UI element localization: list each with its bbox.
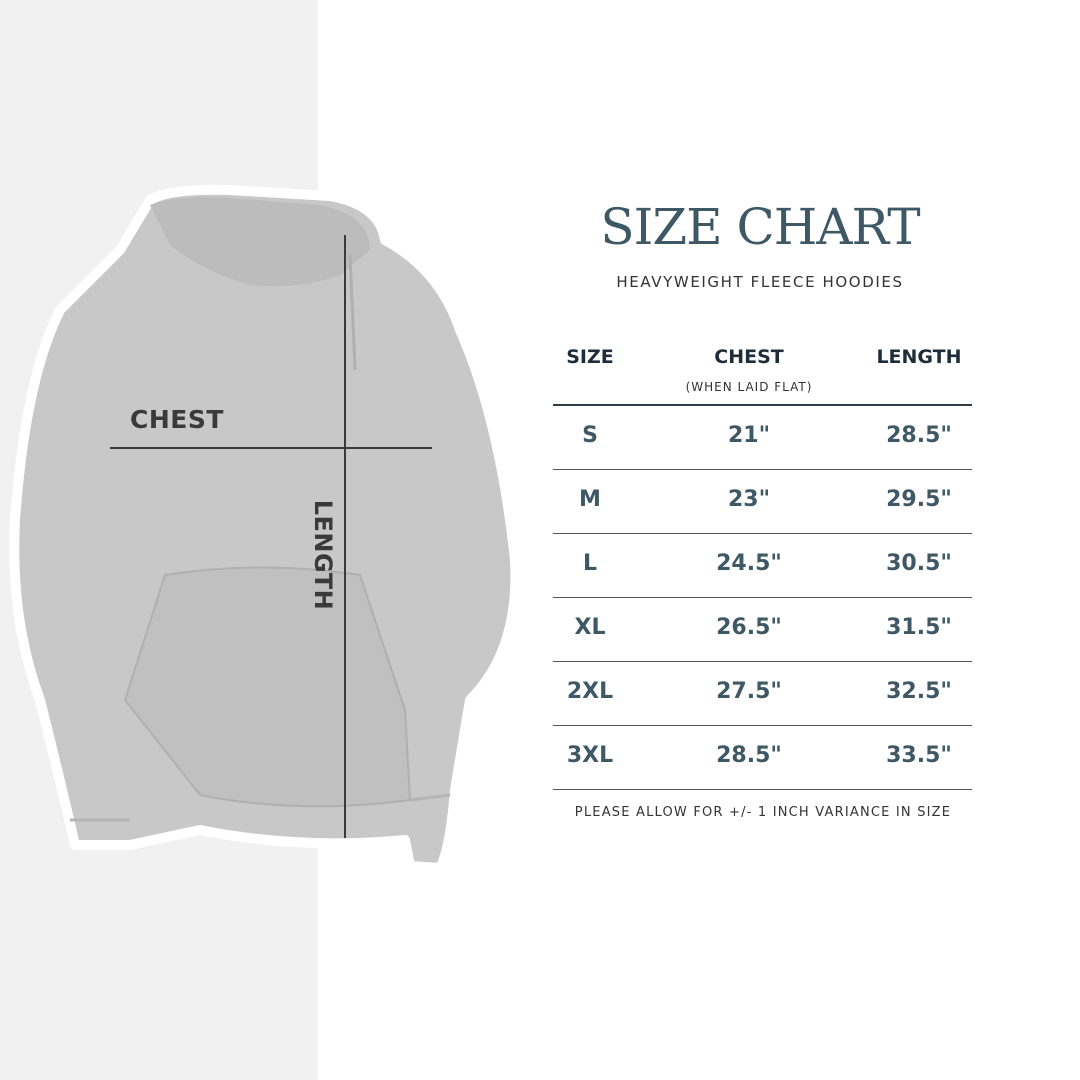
cell-chest: 23" [727, 487, 771, 512]
variance-note: PLEASE ALLOW FOR +/- 1 INCH VARIANCE IN … [574, 805, 952, 820]
chest-label: CHEST [130, 405, 224, 434]
hoodie-image [9, 184, 521, 873]
subtitle: HEAVYWEIGHT FLEECE HOODIES [616, 273, 904, 291]
table-header: SIZE CHEST (WHEN LAID FLAT) LENGTH [553, 340, 972, 406]
cell-chest: 26.5" [716, 615, 782, 640]
cell-size: 3XL [566, 743, 614, 768]
table-row: L 24.5" 30.5" [553, 534, 972, 598]
table-row: M 23" 29.5" [553, 470, 972, 534]
cell-chest: 21" [727, 423, 771, 448]
cell-length: 33.5" [886, 743, 952, 768]
cell-length: 31.5" [886, 615, 952, 640]
header-length: LENGTH [876, 346, 962, 368]
cell-chest: 27.5" [716, 679, 782, 704]
cell-size: XL [574, 615, 606, 640]
cell-length: 32.5" [886, 679, 952, 704]
table-row: 3XL 28.5" 33.5" [553, 726, 972, 790]
cell-size: 2XL [566, 679, 614, 704]
header-chest: CHEST [714, 346, 784, 368]
page-title: SIZE CHART [600, 198, 920, 256]
table-row: 2XL 27.5" 32.5" [553, 662, 972, 726]
length-label: LENGTH [309, 499, 337, 611]
cell-length: 30.5" [886, 551, 952, 576]
cell-size: M [579, 487, 601, 512]
table-row: S 21" 28.5" [553, 406, 972, 470]
header-chest-note: (WHEN LAID FLAT) [685, 380, 813, 394]
size-table: SIZE CHEST (WHEN LAID FLAT) LENGTH S 21" 2… [553, 340, 972, 790]
cell-chest: 28.5" [716, 743, 782, 768]
cell-chest: 24.5" [716, 551, 782, 576]
cell-length: 29.5" [886, 487, 952, 512]
table-row: XL 26.5" 31.5" [553, 598, 972, 662]
header-size: SIZE [566, 346, 614, 368]
cell-size: S [582, 423, 598, 448]
cell-length: 28.5" [886, 423, 952, 448]
cell-size: L [582, 551, 598, 576]
